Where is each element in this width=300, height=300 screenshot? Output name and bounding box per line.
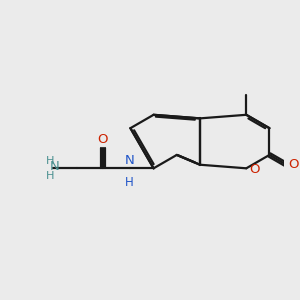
- Text: O: O: [98, 133, 108, 146]
- Text: N: N: [125, 154, 134, 167]
- Text: N: N: [50, 160, 59, 173]
- Text: H: H: [125, 176, 134, 189]
- Text: O: O: [249, 163, 260, 176]
- Text: H: H: [46, 171, 55, 181]
- Text: O: O: [288, 158, 298, 171]
- Text: H: H: [46, 156, 55, 166]
